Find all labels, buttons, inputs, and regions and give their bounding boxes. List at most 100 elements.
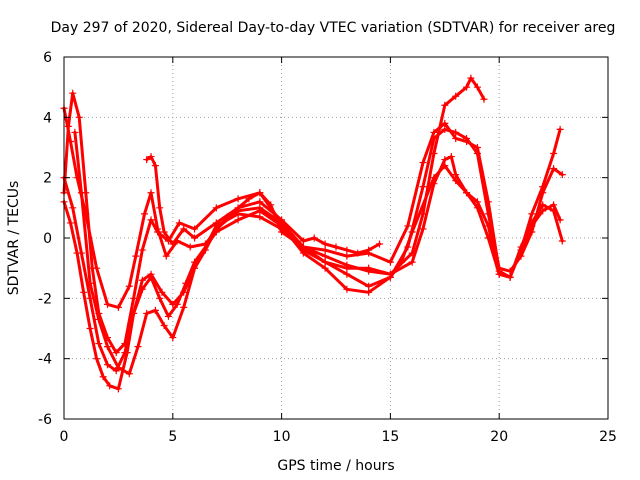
data-point <box>321 264 329 272</box>
data-point <box>71 128 79 136</box>
data-point <box>86 325 94 332</box>
data-point <box>212 204 220 212</box>
data-point <box>121 349 129 357</box>
data-point <box>419 183 427 191</box>
data-point <box>480 95 488 103</box>
data-point <box>138 276 146 284</box>
data-point <box>173 300 181 308</box>
data-point <box>354 249 362 257</box>
data-point <box>147 273 155 281</box>
data-point <box>143 156 151 164</box>
y-tick-label: -2 <box>38 291 52 307</box>
data-point <box>234 204 242 212</box>
data-point <box>93 355 101 363</box>
data-point <box>430 134 438 142</box>
data-point <box>452 171 460 179</box>
data-point <box>80 288 88 296</box>
data-point <box>376 240 384 248</box>
data-point <box>550 201 558 209</box>
data-point <box>104 343 112 351</box>
x-tick-label: 15 <box>381 429 399 445</box>
data-point <box>158 288 166 296</box>
data-point <box>386 270 394 278</box>
data-point <box>75 113 83 121</box>
y-tick-label: -6 <box>38 412 52 428</box>
data-point <box>495 270 503 278</box>
data-point <box>104 361 112 369</box>
data-point <box>484 222 492 230</box>
data-point <box>95 340 103 348</box>
data-point <box>169 334 177 342</box>
data-point <box>343 285 351 293</box>
data-point <box>343 264 351 272</box>
data-point <box>234 195 242 203</box>
data-point <box>539 201 547 209</box>
data-point <box>506 273 514 281</box>
data-point <box>550 165 558 173</box>
series-layer <box>60 74 566 393</box>
data-point <box>147 153 155 161</box>
data-point <box>256 189 264 197</box>
data-point <box>517 243 525 251</box>
data-point <box>528 219 536 227</box>
data-point <box>67 219 75 227</box>
data-point <box>528 210 536 218</box>
data-point <box>550 207 558 215</box>
data-point <box>267 201 275 209</box>
data-point <box>550 150 558 158</box>
data-point <box>95 315 103 323</box>
data-point <box>156 204 164 212</box>
data-point <box>473 83 481 91</box>
data-point <box>162 252 170 260</box>
data-point <box>64 122 72 130</box>
data-point <box>99 373 107 381</box>
data-point <box>473 198 481 206</box>
data-point <box>484 234 492 242</box>
data-point <box>278 225 286 233</box>
series-track-6 <box>143 153 384 257</box>
data-point <box>419 159 427 167</box>
data-point <box>191 225 199 233</box>
data-point <box>114 385 122 393</box>
data-point <box>299 243 307 251</box>
series-line <box>62 76 486 355</box>
data-point <box>452 128 460 136</box>
data-point <box>160 321 168 329</box>
data-point <box>332 243 340 251</box>
data-point <box>467 74 475 82</box>
x-tick-label: 0 <box>60 429 69 445</box>
data-point <box>430 180 438 188</box>
data-point <box>452 92 460 100</box>
data-point <box>143 309 151 317</box>
data-point <box>256 213 264 221</box>
x-tick-label: 20 <box>490 429 508 445</box>
data-point <box>256 207 264 215</box>
series-track-5 <box>71 128 566 378</box>
data-point <box>441 101 449 109</box>
data-point <box>147 189 155 197</box>
data-point <box>234 210 242 218</box>
data-point <box>138 246 146 254</box>
data-point <box>558 237 566 245</box>
data-point <box>299 237 307 245</box>
data-point <box>408 258 416 266</box>
data-point <box>106 382 114 390</box>
data-point <box>69 89 77 97</box>
x-tick-label: 5 <box>168 429 177 445</box>
data-point <box>125 282 133 290</box>
series-line <box>62 127 564 391</box>
data-point <box>321 246 329 254</box>
data-point <box>164 312 172 320</box>
data-point <box>365 288 373 296</box>
data-point <box>321 240 329 248</box>
data-point <box>112 349 120 357</box>
y-axis-label: SDTVAR / TECUs <box>6 181 22 296</box>
data-point <box>447 153 455 161</box>
data-point <box>154 228 162 236</box>
grid-layer <box>64 57 608 419</box>
data-point <box>180 225 188 233</box>
data-point <box>473 150 481 158</box>
data-point <box>256 198 264 206</box>
data-point <box>473 144 481 151</box>
data-point <box>310 234 318 242</box>
